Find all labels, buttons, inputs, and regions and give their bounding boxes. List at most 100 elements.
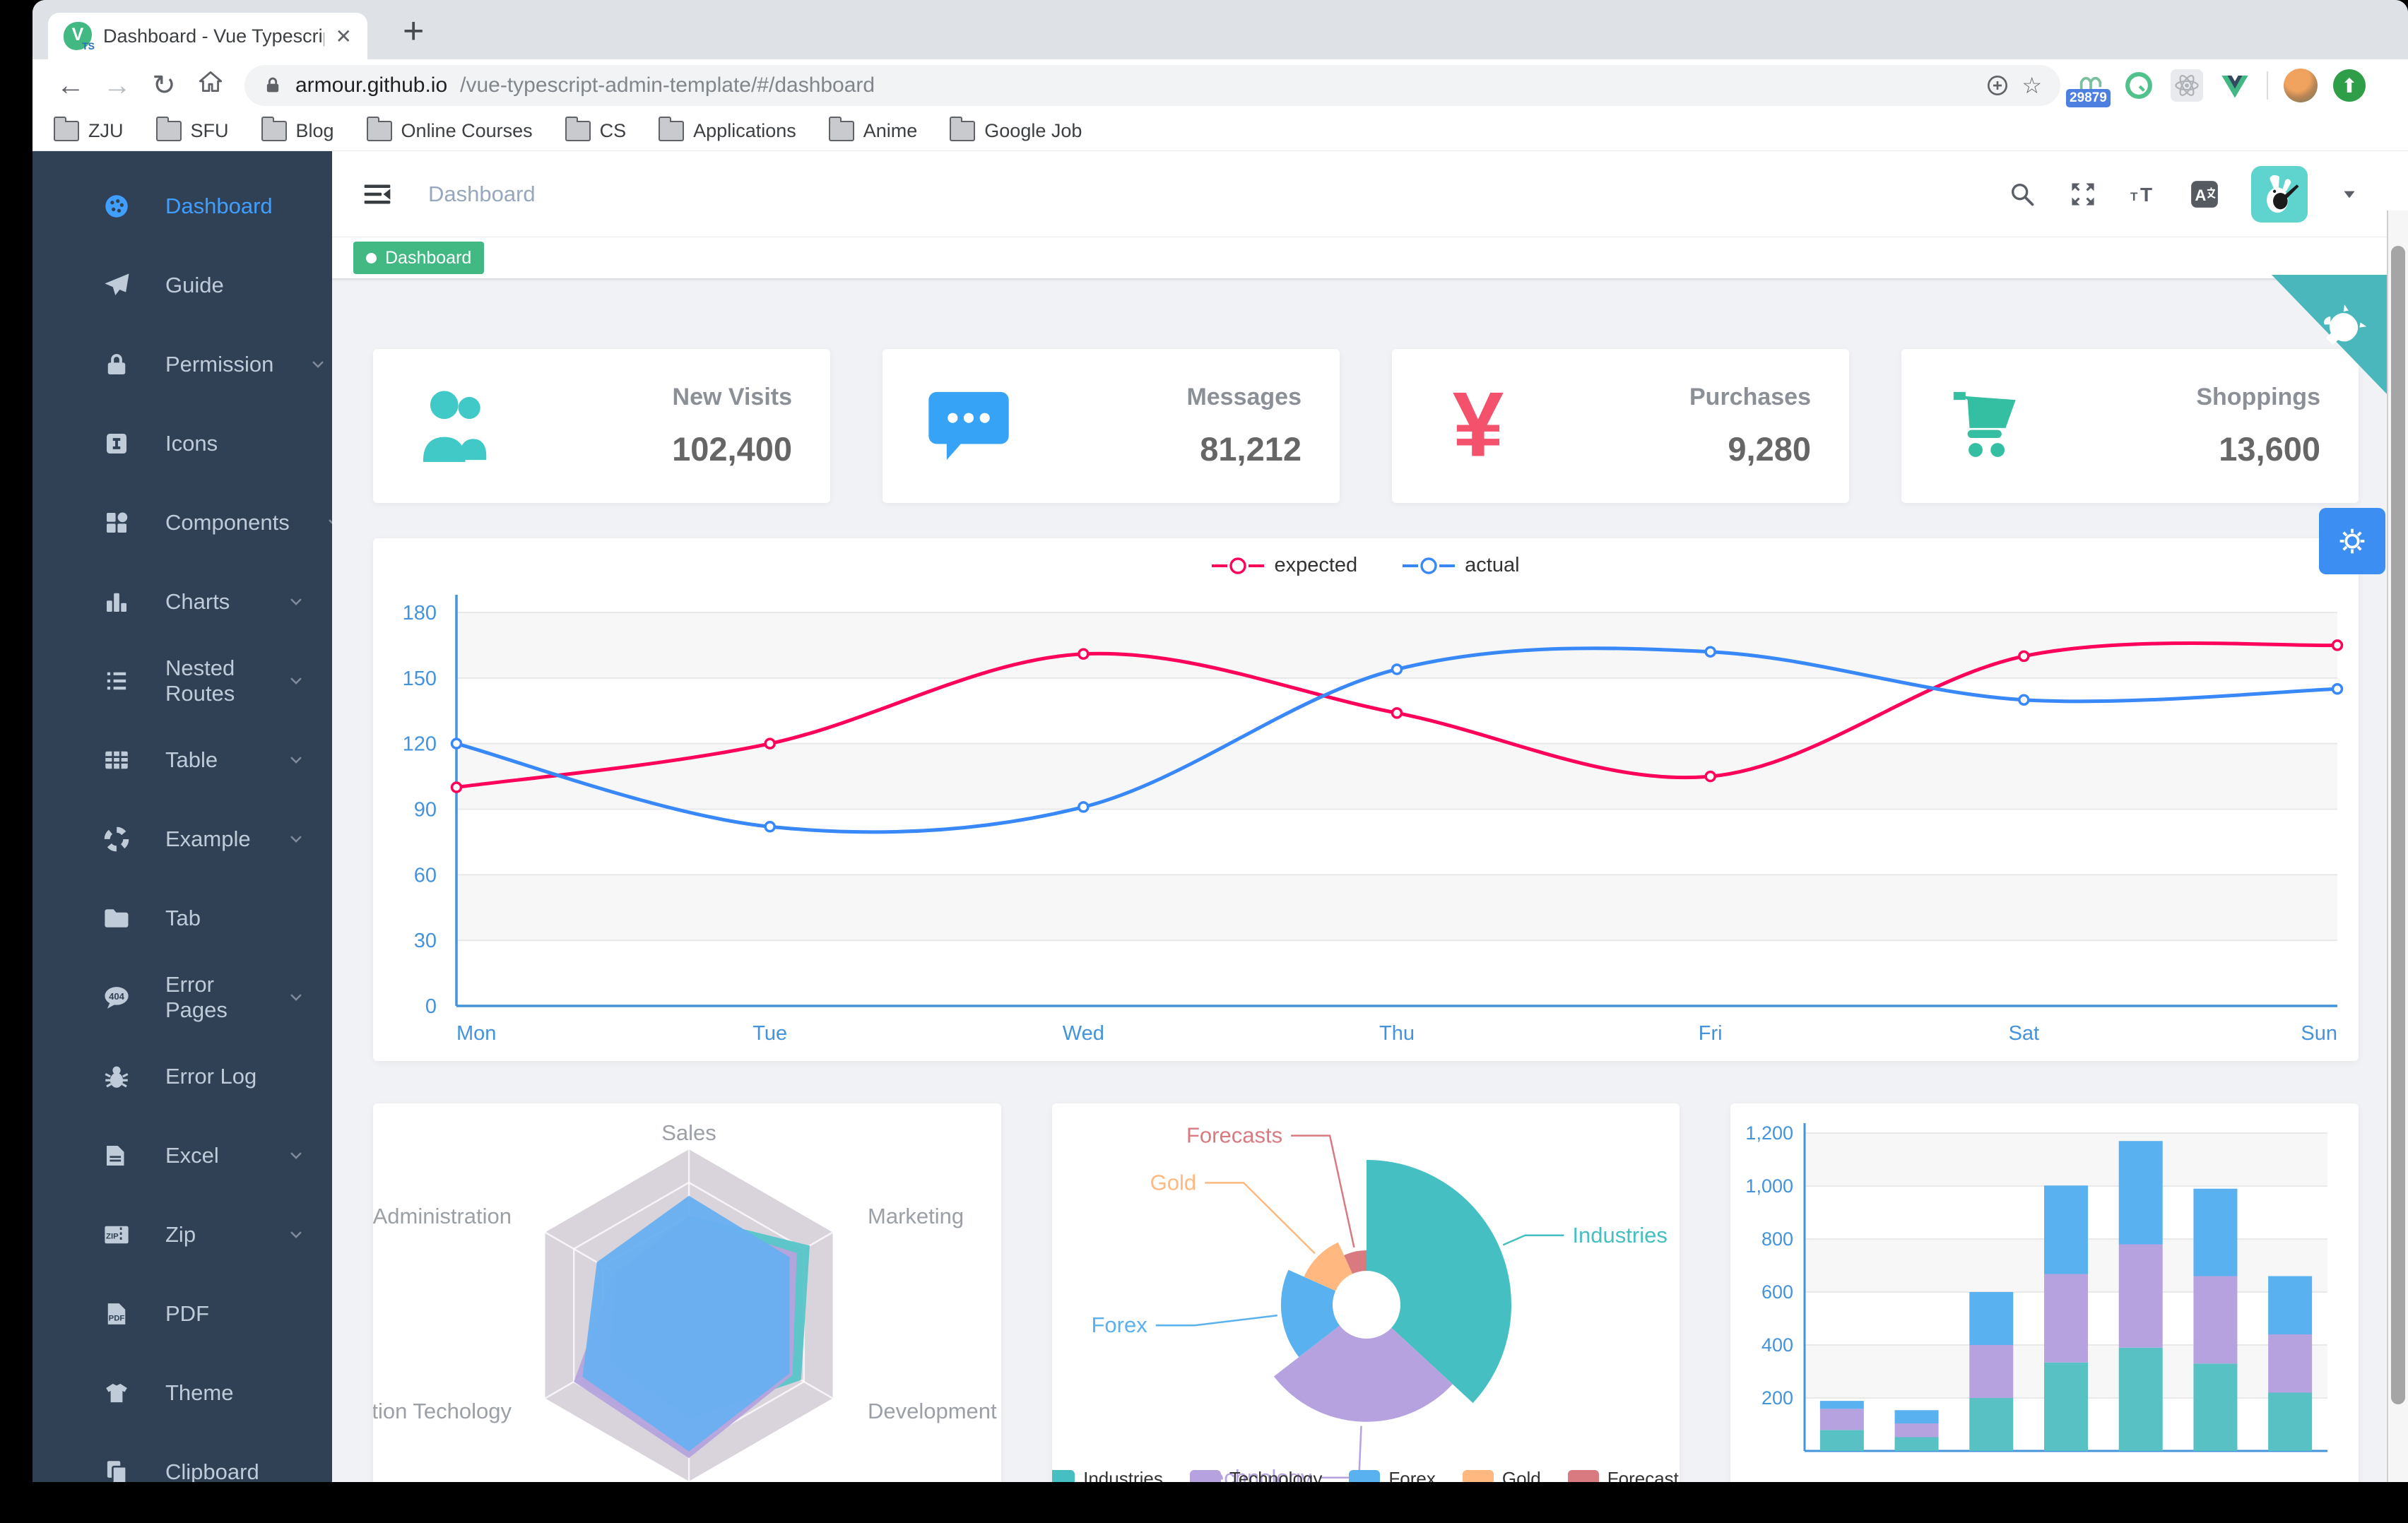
bookmark-blog[interactable]: Blog xyxy=(261,117,334,142)
zoom-plus-icon[interactable] xyxy=(1986,74,2009,97)
sidebar-item-label: Dashboard xyxy=(165,194,273,218)
svg-text:404: 404 xyxy=(109,991,125,1002)
pie-legend-item-forecasts[interactable]: Forecasts xyxy=(1567,1468,1680,1482)
message-icon xyxy=(928,391,1009,461)
page-scrollbar[interactable] xyxy=(2387,211,2408,1482)
back-icon[interactable]: ← xyxy=(57,69,85,101)
pie-legend-item-industries[interactable]: Industries xyxy=(1051,1468,1163,1482)
vue-devtools-icon[interactable] xyxy=(2219,69,2251,102)
folder-icon xyxy=(366,117,392,141)
sidebar-item-theme[interactable]: Theme xyxy=(33,1353,332,1433)
bookmark-anime[interactable]: Anime xyxy=(828,117,917,142)
pie-chart[interactable]: Industries Technology Forex Gold Forecasts xyxy=(1052,1103,1680,1482)
scrollbar-thumb[interactable] xyxy=(2391,246,2405,1404)
sidebar-item-excel[interactable]: Excel xyxy=(33,1116,332,1195)
stat-card-messages[interactable]: Messages 81,212 xyxy=(883,349,1340,503)
extension-badge: 29879 xyxy=(2066,89,2111,107)
extensions-area: 29879 ⬆ xyxy=(2066,69,2390,107)
svg-text:Wed: Wed xyxy=(1063,1022,1104,1045)
home-icon[interactable] xyxy=(191,69,230,102)
clipboard-icon xyxy=(102,1457,131,1482)
svg-text:Administration: Administration xyxy=(373,1204,512,1228)
pdf-icon: PDF xyxy=(102,1299,131,1329)
legend-swatch xyxy=(1189,1469,1221,1482)
sidebar-item-label: Components xyxy=(165,510,290,535)
sidebar-item-permission[interactable]: Permission xyxy=(33,325,332,404)
new-tab-button[interactable]: + xyxy=(403,11,425,52)
github-corner-ribbon[interactable] xyxy=(2272,275,2390,398)
sidebar-item-zip[interactable]: ZIP Zip xyxy=(33,1195,332,1274)
stat-card-label: Messages xyxy=(1186,384,1302,410)
react-devtools-icon[interactable] xyxy=(2171,69,2203,102)
sidebar-item-label: Charts xyxy=(165,589,230,614)
hamburger-icon[interactable] xyxy=(362,179,393,210)
svg-text:150: 150 xyxy=(403,668,437,690)
sidebar-item-example[interactable]: Example xyxy=(33,800,332,879)
browser-profile-avatar[interactable] xyxy=(2284,69,2318,102)
svg-text:T: T xyxy=(2140,184,2152,206)
chevron-down-icon xyxy=(290,836,302,843)
sidebar-item-label: Icons xyxy=(165,431,218,456)
legend-item-expected[interactable]: expected xyxy=(1212,554,1357,577)
legend-label: expected xyxy=(1274,554,1358,576)
sidebar-item-error-log[interactable]: Error Log xyxy=(33,1037,332,1116)
radar-chart-card: SalesMarketingDevelopmentCustomer Suppor… xyxy=(373,1103,1001,1482)
sidebar-item-clipboard[interactable]: Clipboard xyxy=(33,1433,332,1482)
sidebar-item-table[interactable]: Table xyxy=(33,721,332,800)
stat-card-value: 9,280 xyxy=(1728,430,1811,468)
tag-dashboard[interactable]: Dashboard xyxy=(353,242,485,274)
tab-close-icon[interactable]: ✕ xyxy=(335,25,352,47)
settings-button[interactable] xyxy=(2319,508,2385,574)
svg-text:400: 400 xyxy=(1761,1334,1793,1356)
bookmark-sfu[interactable]: SFU xyxy=(155,117,229,142)
bookmark-label: Applications xyxy=(693,120,796,141)
legend-item-actual[interactable]: actual xyxy=(1403,554,1520,577)
sidebar-item-dashboard[interactable]: Dashboard xyxy=(33,167,332,246)
search-icon[interactable] xyxy=(2008,180,2036,208)
sidebar-item-guide[interactable]: Guide xyxy=(33,246,332,325)
sidebar-item-icons[interactable]: Icons xyxy=(33,404,332,483)
browser-tab[interactable]: VTS Dashboard - Vue Typescript Ad ✕ xyxy=(48,13,367,59)
sidebar-item-charts[interactable]: Charts xyxy=(33,562,332,641)
update-icon[interactable]: ⬆ xyxy=(2333,69,2366,102)
radar-chart[interactable]: SalesMarketingDevelopmentCustomer Suppor… xyxy=(373,1103,1001,1482)
bookmark-cs[interactable]: CS xyxy=(565,117,626,142)
bar-chart[interactable]: 200 400 600 800 1,000 1,200 xyxy=(1730,1103,2359,1482)
sidebar-item-pdf[interactable]: PDF PDF xyxy=(33,1274,332,1353)
bookmark-applications[interactable]: Applications xyxy=(659,117,796,142)
folder-icon xyxy=(54,117,79,141)
sidebar-item-nested-routes[interactable]: Nested Routes xyxy=(33,641,332,721)
sidebar-item-components[interactable]: Components xyxy=(33,483,340,562)
bookmarks-bar: ZJU SFU Blog Online Courses CS Applications An… xyxy=(33,112,2408,151)
bookmark-online-courses[interactable]: Online Courses xyxy=(366,117,533,142)
reload-icon[interactable]: ↻ xyxy=(152,70,176,101)
bookmark-label: Google Job xyxy=(984,120,1082,141)
stat-card-shoppings[interactable]: Shoppings 13,600 xyxy=(1901,349,2359,503)
svg-text:Information Techology: Information Techology xyxy=(373,1399,512,1423)
user-avatar[interactable] xyxy=(2251,165,2308,223)
address-bar[interactable]: armour.github.io/vue-typescript-admin-te… xyxy=(244,65,2060,106)
stat-card-purchases[interactable]: ¥ Purchases 9,280 xyxy=(1392,349,1849,503)
fullscreen-icon[interactable] xyxy=(2069,180,2097,208)
bookmark-google-job[interactable]: Google Job xyxy=(950,117,1082,142)
pie-legend-item-technology[interactable]: Technology xyxy=(1189,1468,1322,1482)
forward-icon[interactable]: → xyxy=(103,69,131,101)
folder-icon xyxy=(950,117,976,141)
green-ring-extension-icon[interactable] xyxy=(2123,69,2155,102)
bookmark-star-icon[interactable]: ☆ xyxy=(2022,73,2042,98)
translate-icon[interactable]: A xyxy=(2190,180,2219,208)
pie-legend-item-forex[interactable]: Forex xyxy=(1349,1468,1436,1482)
svg-text:Development: Development xyxy=(868,1399,997,1423)
pie-legend-item-gold[interactable]: Gold xyxy=(1462,1468,1541,1482)
svg-text:60: 60 xyxy=(414,864,437,887)
caret-down-icon[interactable] xyxy=(2340,185,2359,203)
sidebar-item-error-pages[interactable]: 404 Error Pages xyxy=(33,958,332,1037)
line-chart[interactable]: 0 30 60 90 120 150 180 Mon Tue Wed Thu Fri Sat Sun xyxy=(373,538,2359,1061)
stat-card-new-visits[interactable]: New Visits 102,400 xyxy=(373,349,830,503)
legend-marker xyxy=(1212,557,1265,574)
userscript-extension-icon[interactable]: 29879 xyxy=(2066,69,2111,107)
folder-icon xyxy=(828,117,854,141)
sidebar-item-tab[interactable]: Tab xyxy=(33,879,332,958)
bookmark-zju[interactable]: ZJU xyxy=(54,117,124,142)
